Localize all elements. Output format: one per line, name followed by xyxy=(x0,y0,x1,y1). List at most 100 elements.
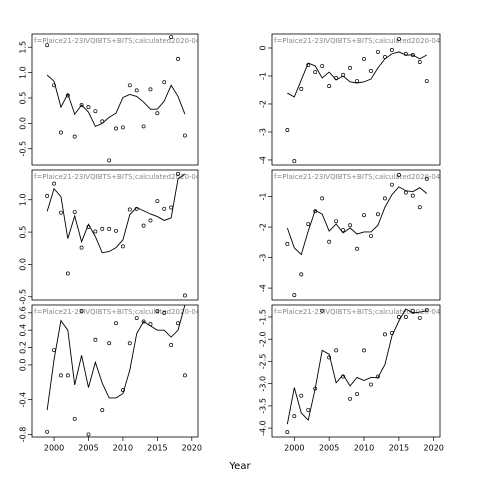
x-tick-label: 2010 xyxy=(354,444,374,453)
data-point xyxy=(176,171,180,176)
panel-frame xyxy=(31,169,199,301)
data-point xyxy=(86,105,91,110)
data-point xyxy=(58,373,63,378)
data-point xyxy=(376,49,380,54)
data-point xyxy=(334,348,339,353)
data-point xyxy=(362,348,366,353)
x-tick-label: 2000 xyxy=(284,444,304,453)
data-point xyxy=(58,210,63,215)
data-point xyxy=(107,341,112,346)
panel-frame xyxy=(31,33,199,166)
data-point xyxy=(93,229,98,234)
data-point xyxy=(355,391,359,396)
y-tick-label: 0.6 xyxy=(19,306,28,319)
panel-title: f=Plaice21-23IVQIBTS+BITS;calculated2020… xyxy=(274,173,443,181)
y-tick-label: -2 xyxy=(259,223,268,231)
y-tick-label: 0.5 xyxy=(19,92,28,105)
panel-title: f=Plaice21-23IVQIBTS+BITS;calculated2020… xyxy=(34,37,203,45)
y-tick-label: -1.5 xyxy=(259,309,268,325)
y-tick-label: 1.0 xyxy=(19,193,28,206)
data-point xyxy=(176,321,180,326)
y-tick-label: -0.5 xyxy=(19,141,28,157)
data-point xyxy=(403,190,408,195)
data-point xyxy=(396,37,401,41)
y-tick-label: -4.0 xyxy=(259,420,268,436)
fit-line xyxy=(46,74,186,127)
data-point xyxy=(285,430,290,435)
fit-line xyxy=(46,304,186,411)
y-tick-label: -2 xyxy=(259,100,268,108)
data-point xyxy=(86,432,91,437)
data-point xyxy=(292,293,297,298)
fit-line xyxy=(286,186,428,256)
data-point xyxy=(334,219,339,224)
data-point xyxy=(182,293,187,298)
panel: f=Plaice21-23IVQIBTS+BITS;calculated2020… xyxy=(19,169,203,305)
data-point xyxy=(162,206,167,211)
data-point xyxy=(355,79,359,83)
panel-title: f=Plaice21-23IVQIBTS+BITS;calculated2020… xyxy=(274,37,443,45)
data-point xyxy=(79,103,84,108)
y-tick-label: 0.0 xyxy=(19,359,28,372)
data-point xyxy=(299,86,304,91)
data-point xyxy=(424,307,429,312)
panel-frame xyxy=(271,304,441,438)
panel-title: f=Plaice21-23IVQIBTS+BITS;calculated2020… xyxy=(34,173,203,181)
data-point xyxy=(45,193,50,198)
data-point xyxy=(65,271,70,276)
data-point xyxy=(52,181,56,186)
y-tick-label: -1 xyxy=(259,193,268,201)
data-point xyxy=(376,212,380,217)
data-point xyxy=(417,205,422,210)
data-point xyxy=(348,65,353,70)
data-point xyxy=(306,407,311,412)
data-point xyxy=(292,159,297,164)
data-point xyxy=(100,408,105,413)
data-point xyxy=(120,244,125,249)
data-point xyxy=(45,429,50,434)
y-tick-label: -2.0 xyxy=(259,331,268,347)
y-tick-label: 0.5 xyxy=(19,226,28,239)
y-tick-label: 0.0 xyxy=(19,117,28,130)
data-point xyxy=(58,130,63,135)
data-point xyxy=(127,83,132,88)
y-tick-label: -0.8 xyxy=(19,427,28,443)
data-point xyxy=(285,241,290,246)
data-point xyxy=(320,63,325,68)
x-tick-label: 2020 xyxy=(182,444,202,453)
data-point xyxy=(320,308,325,313)
y-tick-label: -3 xyxy=(259,128,268,136)
x-tick-label: 2005 xyxy=(319,444,339,453)
data-point xyxy=(155,111,160,116)
data-point xyxy=(292,414,297,419)
data-point xyxy=(155,199,160,203)
y-tick-label: -2.5 xyxy=(259,354,268,370)
data-point xyxy=(72,416,77,421)
data-point xyxy=(389,182,394,187)
panel: f=Plaice21-23IVQIBTS+BITS;calculated2020… xyxy=(259,169,443,301)
data-point xyxy=(169,342,174,347)
data-point xyxy=(382,196,387,201)
x-tick-label: 2020 xyxy=(424,444,444,453)
data-point xyxy=(403,315,408,319)
data-point xyxy=(362,56,366,61)
data-point xyxy=(169,205,174,210)
y-tick-label: 0.4 xyxy=(19,324,28,337)
data-point xyxy=(424,79,429,83)
data-point xyxy=(410,308,415,313)
data-point xyxy=(299,393,304,398)
data-point xyxy=(327,84,332,89)
fit-line xyxy=(287,51,427,98)
data-point xyxy=(389,48,394,52)
data-point xyxy=(348,396,353,401)
y-tick-label: 1.0 xyxy=(19,66,28,79)
data-point xyxy=(120,125,125,130)
panel: f=Plaice21-23IVQIBTS+BITS;calculated2020… xyxy=(19,33,203,166)
data-point xyxy=(376,374,380,379)
data-point xyxy=(162,80,167,85)
data-point xyxy=(107,226,112,231)
y-tick-label: -0.5 xyxy=(19,289,28,305)
y-tick-label: 0 xyxy=(259,45,268,50)
y-tick-label: 0.2 xyxy=(19,341,28,354)
data-point xyxy=(424,176,429,181)
